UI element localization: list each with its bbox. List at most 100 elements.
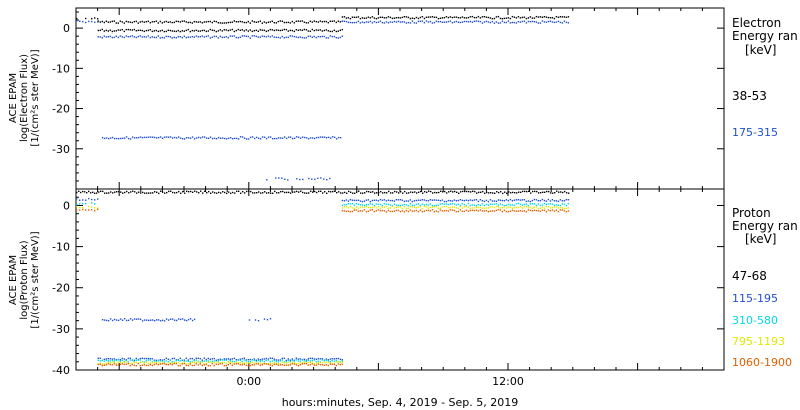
proton-point <box>327 364 329 367</box>
proton-point <box>541 204 544 206</box>
electron-point <box>121 28 123 31</box>
proton-point <box>270 192 272 194</box>
proton-point <box>175 319 178 322</box>
proton-point <box>516 192 518 194</box>
proton-point <box>236 190 238 192</box>
proton-point <box>525 203 528 205</box>
proton-point <box>377 200 380 202</box>
proton-point <box>467 202 470 205</box>
proton-point <box>311 357 313 359</box>
proton-point <box>101 319 104 321</box>
proton-point <box>399 204 402 207</box>
proton-point <box>143 319 146 321</box>
proton-point <box>509 204 512 206</box>
electron-point <box>469 20 472 23</box>
electron-point <box>537 22 540 24</box>
electron-point <box>123 137 126 139</box>
proton-point <box>255 359 257 361</box>
proton-point <box>147 357 149 360</box>
proton-point <box>208 190 210 193</box>
proton-point <box>76 191 78 194</box>
electron-point <box>173 136 176 139</box>
proton-point <box>559 199 562 201</box>
electron-point <box>339 36 341 39</box>
proton-point <box>295 359 297 361</box>
electron-point <box>331 136 334 138</box>
proton-point <box>199 362 201 364</box>
proton-point <box>343 206 346 208</box>
proton-point <box>129 359 131 361</box>
proton-point <box>217 363 219 366</box>
proton-point <box>543 209 546 212</box>
electron-point <box>261 29 263 31</box>
proton-point <box>489 210 492 212</box>
electron-point <box>163 37 165 39</box>
proton-point <box>515 206 518 209</box>
electron-point <box>519 21 522 23</box>
electron-point <box>245 35 247 37</box>
electron-point <box>179 21 181 23</box>
proton-point <box>357 210 360 213</box>
proton-point <box>457 210 460 213</box>
electron-point <box>389 16 392 19</box>
proton-point <box>415 203 418 205</box>
electron-point <box>225 22 227 24</box>
electron-point <box>257 21 259 23</box>
electron-point <box>113 36 115 39</box>
electron-point <box>101 136 104 139</box>
proton-point <box>273 363 275 365</box>
electron-point <box>349 18 352 20</box>
proton-point <box>411 204 414 207</box>
electron-point <box>465 17 468 19</box>
proton-point <box>213 360 215 362</box>
proton-point <box>539 207 542 209</box>
electron-point <box>237 138 240 140</box>
proton-point <box>475 199 478 201</box>
electron-point <box>487 21 490 23</box>
electron-point <box>97 21 99 23</box>
proton-point <box>376 192 378 194</box>
electron-point <box>323 20 325 23</box>
proton-point <box>550 192 552 194</box>
electron-point <box>275 177 277 179</box>
proton-point <box>97 198 99 200</box>
proton-point <box>221 362 223 365</box>
proton-point <box>454 190 456 193</box>
proton-point <box>371 206 374 209</box>
electron-point <box>241 136 244 138</box>
electron-point <box>333 136 336 138</box>
electron-point <box>221 22 223 24</box>
electron-point <box>175 37 177 39</box>
electron-point <box>313 35 315 38</box>
electron-point <box>117 29 119 31</box>
electron-point <box>457 17 460 19</box>
proton-point <box>185 357 187 359</box>
proton-point <box>225 358 227 360</box>
proton-point <box>329 363 331 365</box>
proton-point <box>330 191 332 193</box>
electron-point <box>141 29 143 32</box>
proton-point <box>99 362 101 364</box>
proton-point <box>103 358 105 360</box>
proton-point <box>107 361 109 363</box>
electron-ylabel-line2: log(Electron Flux) <box>19 54 30 142</box>
proton-point <box>200 190 202 192</box>
electron-point <box>399 17 402 19</box>
proton-legend-entry-1060-1900: 1060-1900 <box>732 356 792 369</box>
proton-point <box>489 199 492 201</box>
proton-point <box>185 363 187 365</box>
proton-point <box>263 358 265 360</box>
proton-point <box>347 210 350 212</box>
electron-point <box>237 21 239 23</box>
electron-point <box>541 16 544 18</box>
proton-point <box>498 191 500 194</box>
proton-point <box>252 192 254 194</box>
proton-point <box>357 199 360 201</box>
proton-point <box>537 200 540 202</box>
electron-legend-title-2: Energy ran <box>732 29 798 43</box>
electron-point <box>289 35 291 37</box>
proton-point <box>125 359 127 362</box>
electron-point <box>145 36 147 38</box>
proton-point <box>311 359 313 361</box>
electron-point <box>263 29 265 31</box>
